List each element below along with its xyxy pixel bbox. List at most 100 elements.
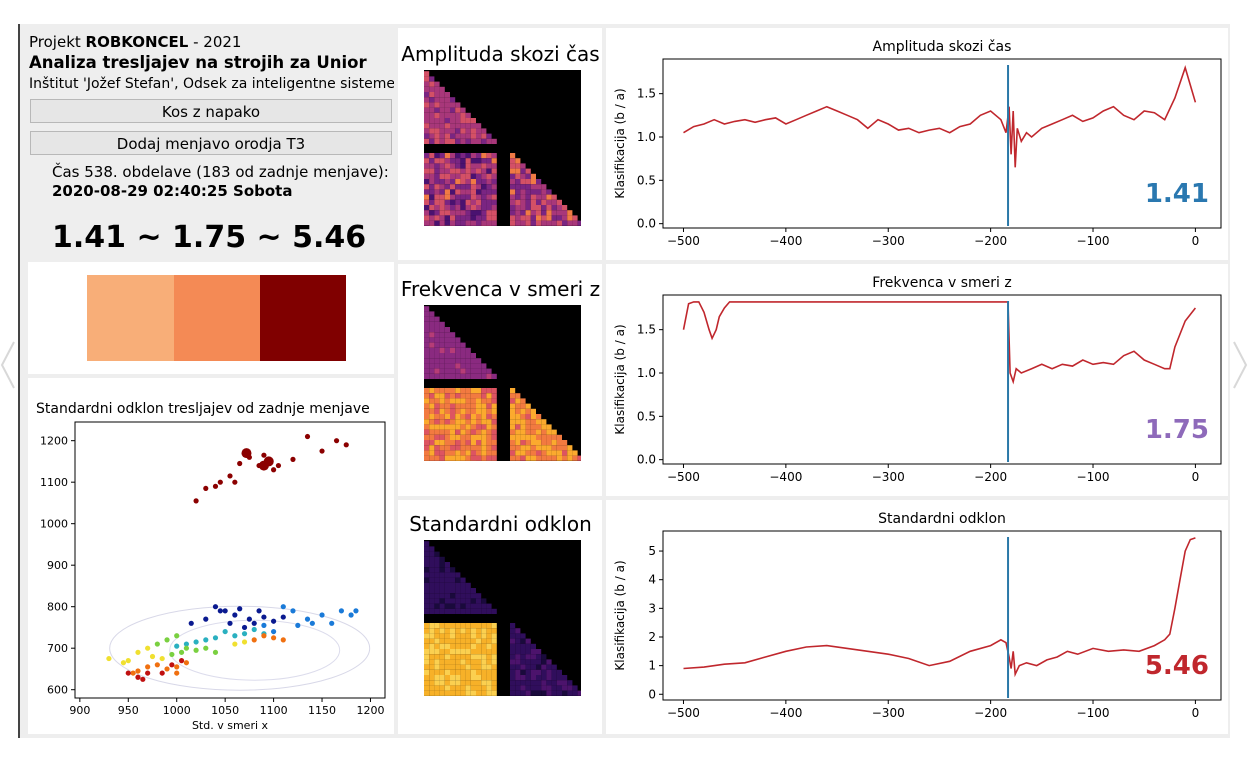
heatmap-cell <box>465 353 471 359</box>
heatmap-cell <box>439 440 445 446</box>
heatmap-cell <box>455 158 461 164</box>
heatmap-cell <box>510 163 516 169</box>
heatmap-cell <box>424 71 430 77</box>
x-tick-label: −100 <box>1077 706 1110 720</box>
heatmap-cell <box>525 440 531 446</box>
heatmap-cell <box>450 332 456 338</box>
heatmap-cell <box>481 398 487 404</box>
heatmap-cell <box>510 633 516 639</box>
heatmap-cell <box>460 582 466 588</box>
heatmap-cell <box>460 173 466 179</box>
heatmap-cell <box>491 649 497 655</box>
faulty-part-button[interactable]: Kos z napako <box>30 99 392 123</box>
heatmap-cell <box>510 199 516 205</box>
heatmap-cell <box>450 342 456 348</box>
heatmap-cell <box>450 215 456 221</box>
heatmap-cell <box>470 445 476 451</box>
heatmap-cell <box>486 690 492 696</box>
heatmap-cell <box>439 690 445 696</box>
heatmap-cell <box>486 445 492 451</box>
x-tick-label: −100 <box>1077 470 1110 484</box>
next-arrow-icon[interactable] <box>1232 340 1248 390</box>
heatmap-cell <box>481 685 487 691</box>
heatmap-cell <box>520 414 526 420</box>
heatmap-cell <box>551 215 557 221</box>
add-tool-change-button[interactable]: Dodaj menjavo orodja T3 <box>30 131 392 155</box>
heatmap-cell <box>536 455 542 461</box>
heatmap-cell <box>470 588 476 594</box>
scatter-point <box>237 606 243 612</box>
heatmap-cell <box>530 220 536 226</box>
line-chart-std: Standardni odklon −500 −400 −300 −200 −100 0 0 1… <box>613 511 1222 720</box>
heatmap-cell <box>434 92 440 98</box>
heatmap-cell <box>481 643 487 649</box>
heatmap-cell <box>439 429 445 435</box>
heatmap-cell <box>439 659 445 665</box>
heatmap-title-frequency: Frekvenca v smeri z <box>400 277 601 301</box>
heatmap-cell <box>444 429 450 435</box>
scatter-point <box>270 635 277 641</box>
heatmap-cell <box>429 81 435 87</box>
scatter-point <box>319 612 325 618</box>
heatmap-cell <box>476 368 482 374</box>
heatmap-cell <box>424 173 430 179</box>
heatmap-cell <box>444 210 450 216</box>
heatmap-cell <box>486 133 492 139</box>
heatmap-cell <box>520 659 526 665</box>
heatmap-cell <box>424 455 430 461</box>
heatmap-cell <box>476 593 482 599</box>
prev-arrow-icon[interactable] <box>0 340 16 390</box>
heatmap-cell <box>562 450 568 456</box>
scatter-point <box>120 660 127 666</box>
heatmap-cell <box>476 179 482 185</box>
heatmap-cell <box>491 158 497 164</box>
heatmap-cell <box>429 342 435 348</box>
scatter-point <box>159 670 165 676</box>
heatmap-cell <box>429 628 435 634</box>
heatmap-cell <box>551 429 557 435</box>
y-tick-label: 900 <box>47 559 68 572</box>
heatmap-cell <box>510 628 516 634</box>
heatmap-cell <box>525 220 531 226</box>
heatmap-cell <box>520 690 526 696</box>
scatter-point <box>135 668 141 674</box>
scatter-point <box>251 626 257 633</box>
heatmap-cell <box>460 358 466 364</box>
heatmap-cell <box>491 675 497 681</box>
heatmap-cell <box>486 623 492 629</box>
x-tick-label: −300 <box>872 706 905 720</box>
heatmap-cell <box>444 588 450 594</box>
heatmap-cell <box>434 332 440 338</box>
y-tick-label: 700 <box>47 642 68 655</box>
scatter-point <box>237 460 243 467</box>
heatmap-cell <box>481 128 487 134</box>
heatmap-cell <box>486 168 492 174</box>
heatmap-cell <box>515 158 521 164</box>
heatmap-cell <box>510 403 516 409</box>
heatmap-cell <box>450 628 456 634</box>
heatmap-cell <box>476 388 482 394</box>
heatmap-cell <box>439 199 445 205</box>
y-axis-label: Klasifikacija (b / a) <box>613 560 627 670</box>
x-tick-label: −100 <box>1077 234 1110 248</box>
heatmap-cell <box>439 112 445 118</box>
heatmap-cell <box>439 128 445 134</box>
line-chart-frequency: Frekvenca v smeri z −500 −400 −300 −200 −100 0… <box>613 275 1222 484</box>
heatmap-cell <box>455 649 461 655</box>
heatmap-cell <box>481 138 487 144</box>
heatmap-cell <box>424 133 430 139</box>
heatmap-cell <box>486 419 492 425</box>
heatmap-cell <box>470 664 476 670</box>
heatmap-cell <box>520 685 526 691</box>
heatmap-cell <box>536 649 542 655</box>
heatmap-cell <box>491 654 497 660</box>
heatmap-cell <box>556 680 562 686</box>
heatmap-cell <box>546 455 552 461</box>
heatmap-cell <box>465 680 471 686</box>
heatmap-cell <box>515 628 521 634</box>
scatter-point <box>169 651 175 658</box>
heatmap-cell <box>450 388 456 394</box>
heatmap-cell <box>481 199 487 205</box>
heatmap-cell <box>434 556 440 562</box>
heatmap-cell <box>481 153 487 159</box>
